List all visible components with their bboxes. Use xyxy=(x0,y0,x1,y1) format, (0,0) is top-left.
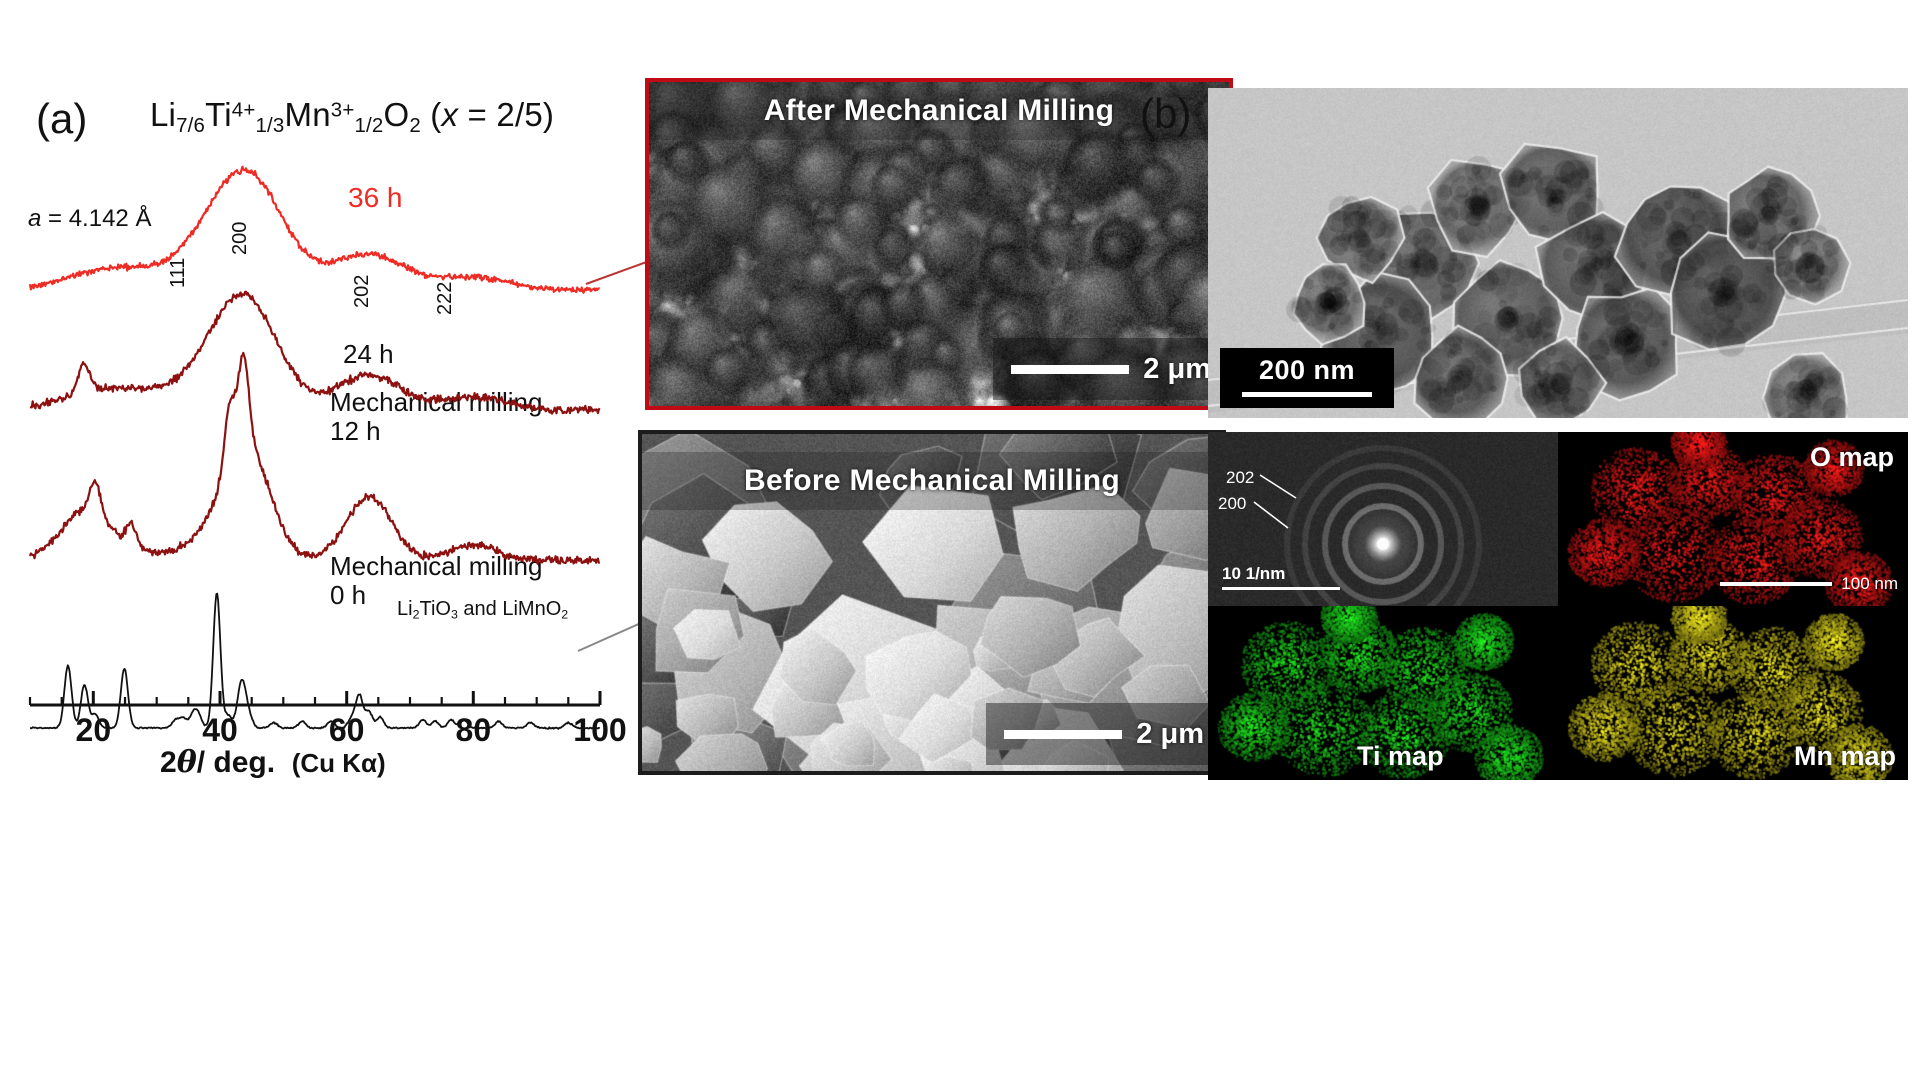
ti-map-canvas xyxy=(1208,606,1558,780)
electron-diffraction-pattern: 202 200 10 1/nm xyxy=(1208,432,1558,606)
xrd-x-axis xyxy=(28,691,602,707)
diffraction-ring-label-200: 200 xyxy=(1218,494,1247,513)
curve-label-24h: 24 h xyxy=(343,339,394,369)
elemental-map-grid: 202 200 10 1/nm O map 100 nm Ti map xyxy=(1208,432,1908,780)
sem-after-canvas xyxy=(649,82,1229,406)
xrd-chemical-formula-title: Li7/6Ti4+1/3Mn3+1/2O2 (x = 2/5) xyxy=(150,96,555,138)
ti-elemental-map: Ti map xyxy=(1208,606,1558,780)
x-axis-caption-source: (Cu Kα) xyxy=(291,748,386,778)
sem-after-caption: After Mechanical Milling xyxy=(649,82,1229,140)
sem-before-canvas xyxy=(642,434,1222,771)
diffraction-ring-label-202: 202 xyxy=(1226,468,1255,487)
mn-map-canvas xyxy=(1558,606,1908,780)
tem-scale-label: 200 nm xyxy=(1258,355,1356,385)
diffraction-scale-label: 10 1/nm xyxy=(1222,564,1286,583)
o-map-scale: 100 nm xyxy=(1720,574,1898,594)
sem-after-scale: 2 μm xyxy=(993,338,1223,400)
diffraction-scale-bar xyxy=(1222,587,1340,590)
tem-scale-bar xyxy=(1242,392,1372,397)
tem-scale: 200 nm xyxy=(1220,348,1394,408)
xrd-plot-svg: 20 40 60 80 100 xyxy=(28,165,627,748)
xrd-traces xyxy=(28,165,601,730)
xrd-x-tick-labels: 20 40 60 80 100 xyxy=(76,712,627,748)
xrd-trace-2 xyxy=(28,351,601,565)
lattice-value: = 4.142 Å xyxy=(41,205,152,232)
curve-label-12h-line2: 12 h xyxy=(330,416,381,447)
sem-before-scale-label: 2 μm xyxy=(1136,717,1204,750)
tem-image: 200 nm xyxy=(1208,88,1908,418)
sem-image-before-milling: Before Mechanical Milling 2 μm xyxy=(638,430,1226,775)
precursor-phase-annotation: Li2TiO3 and LiMnO2 xyxy=(397,598,569,622)
diffraction-scale: 10 1/nm xyxy=(1222,564,1340,590)
o-map-title: O map xyxy=(1809,442,1894,472)
mn-map-title: Mn map xyxy=(1793,741,1896,771)
sem-before-caption: Before Mechanical Milling xyxy=(642,452,1222,510)
lattice-parameter-annotation: a = 4.142 Å xyxy=(28,205,151,233)
xrd-trace-0 xyxy=(28,165,600,294)
panel-a-xrd: (a) Li7/6Ti4+1/3Mn3+1/2O2 (x = 2/5) a = … xyxy=(0,0,640,1040)
sem-after-scale-bar xyxy=(1011,364,1130,374)
xrd-trace-3 xyxy=(29,592,601,730)
panel-a-label: (a) xyxy=(36,95,88,142)
curve-label-0h-line2: 0 h xyxy=(330,580,367,611)
o-elemental-map: O map 100 nm xyxy=(1558,432,1908,606)
o-map-canvas xyxy=(1558,432,1908,606)
sem-after-scale-label: 2 μm xyxy=(1143,352,1211,385)
mn-elemental-map: Mn map xyxy=(1558,606,1908,780)
x-tick-80: 80 xyxy=(456,712,492,748)
panel-b-label: (b) xyxy=(1140,90,1192,137)
x-tick-20: 20 xyxy=(76,712,112,748)
ti-map-title: Ti map xyxy=(1357,741,1444,771)
xrd-trace-1 xyxy=(29,290,601,415)
sem-before-scale-bar xyxy=(1004,729,1123,739)
lattice-symbol: a xyxy=(28,205,42,232)
sem-before-scale: 2 μm xyxy=(986,703,1216,765)
x-tick-40: 40 xyxy=(202,712,238,748)
curve-label-36h: 36 h xyxy=(348,182,403,213)
x-axis-caption-main: 2θ/ deg. xyxy=(160,745,276,780)
o-map-scale-label: 100 nm xyxy=(1841,574,1898,593)
x-tick-100: 100 xyxy=(573,712,626,748)
o-map-scale-bar xyxy=(1720,582,1833,586)
x-axis-caption: 2θ/ deg. (Cu Kα) xyxy=(160,745,386,780)
x-tick-60: 60 xyxy=(329,712,365,748)
sem-image-after-milling: After Mechanical Milling 2 μm xyxy=(645,78,1233,410)
